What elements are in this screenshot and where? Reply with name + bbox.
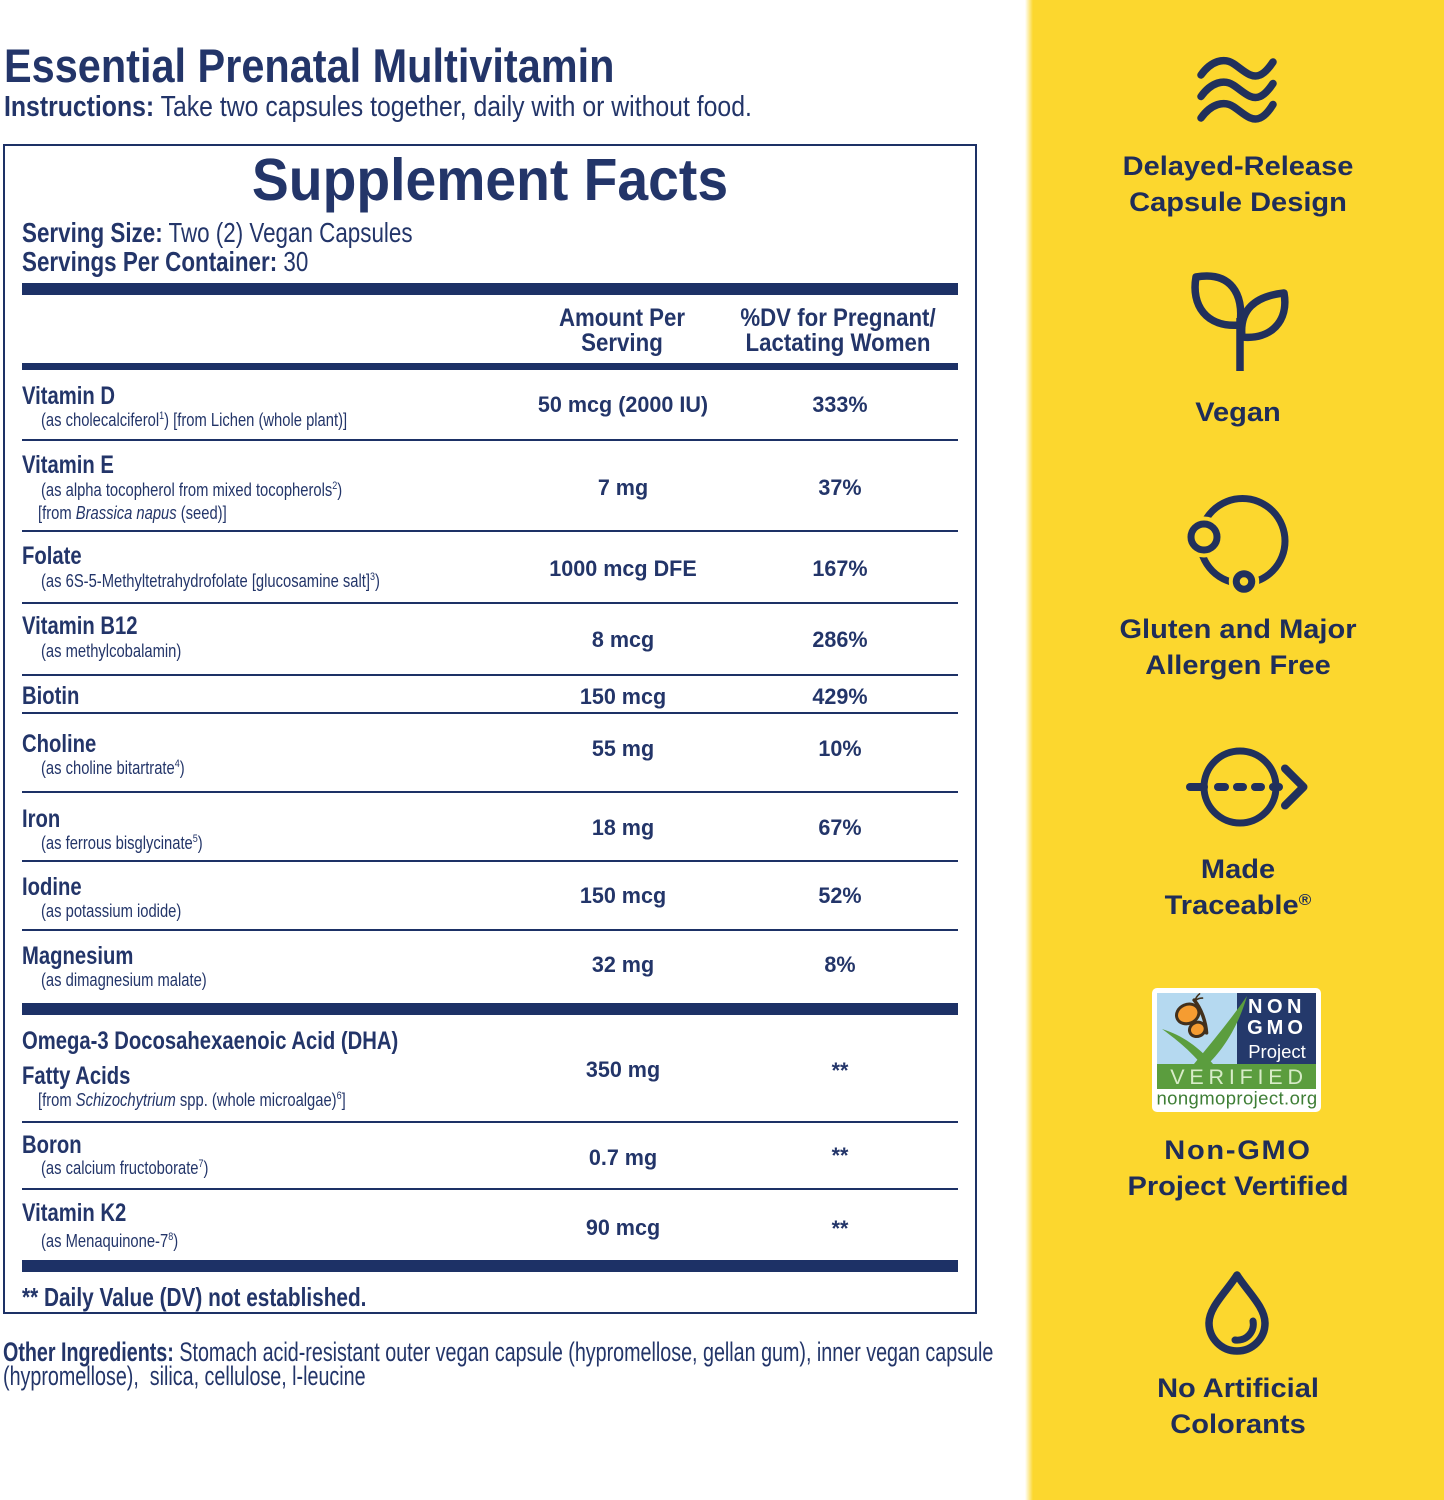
svg-text:VERIFIED: VERIFIED xyxy=(1170,1065,1308,1089)
svg-text:nongmoproject.org: nongmoproject.org xyxy=(1156,1088,1317,1109)
svg-text:NON: NON xyxy=(1248,996,1306,1018)
svg-text:GMO: GMO xyxy=(1247,1017,1307,1039)
svg-text:Project: Project xyxy=(1248,1041,1306,1062)
